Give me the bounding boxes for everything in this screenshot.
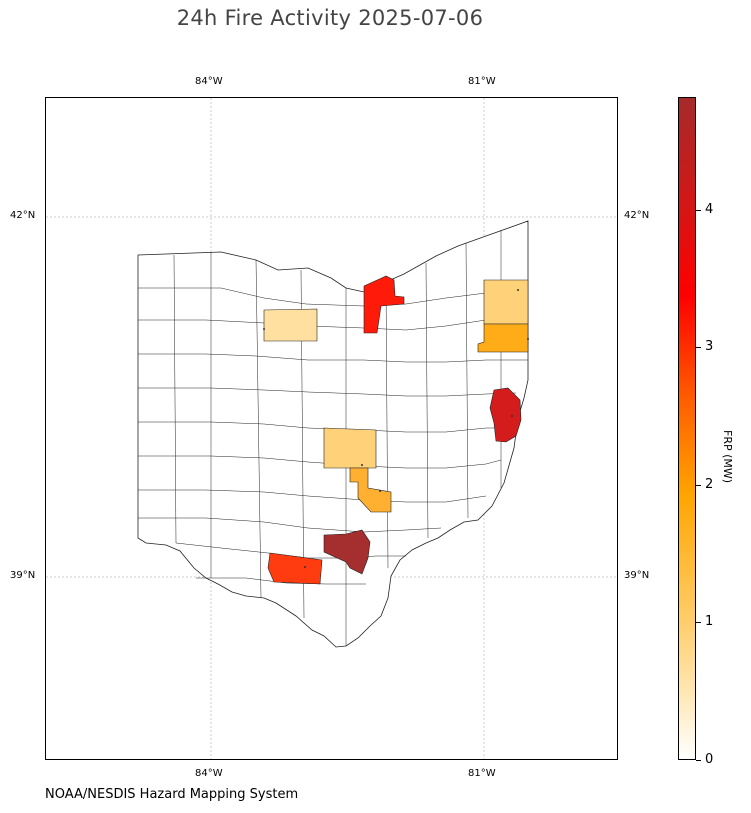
fire-detection-point <box>263 328 265 330</box>
frp-colorbar <box>678 97 696 760</box>
fire-detection-point <box>517 289 519 291</box>
fire-detection-point <box>527 338 529 340</box>
fire-detection-point <box>361 464 363 466</box>
colorbar-label: FRP (MW) <box>721 430 734 484</box>
data-source-credit: NOAA/NESDIS Hazard Mapping System <box>45 787 299 802</box>
county-fire-7 <box>349 467 392 513</box>
colorbar-tick-mark-0 <box>696 760 701 761</box>
lon-label-top-81w: 81°W <box>468 76 496 87</box>
graticule <box>46 98 617 759</box>
county-fire-8 <box>323 529 371 575</box>
colorbar-tick-1: 1 <box>705 614 714 629</box>
map-title: 24h Fire Activity 2025-07-06 <box>176 6 484 30</box>
colorbar-tick-mark-1 <box>696 622 701 623</box>
lon-label-top-84w: 84°W <box>195 76 223 87</box>
colorbar-tick-4: 4 <box>705 202 714 217</box>
lon-label-bottom-81w: 81°W <box>468 768 496 779</box>
lat-label-left-39n: 39°N <box>10 570 36 581</box>
colorbar-tick-mark-4 <box>696 210 701 211</box>
colorbar-tick-mark-2 <box>696 485 701 486</box>
county-fire-2 <box>363 275 405 334</box>
county-fire-5 <box>489 387 522 443</box>
county-fire-4 <box>477 323 529 353</box>
lat-label-right-39n: 39°N <box>624 570 650 581</box>
fire-detection-point <box>304 566 306 568</box>
county-fire-9 <box>267 552 323 585</box>
colorbar-tick-0: 0 <box>705 752 714 767</box>
lat-label-left-42n: 42°N <box>10 210 36 221</box>
colorbar-tick-mark-3 <box>696 347 701 348</box>
county-fire-1 <box>263 308 318 342</box>
map-panel[interactable] <box>45 97 618 760</box>
lon-label-bottom-84w: 84°W <box>195 768 223 779</box>
fire-detection-point <box>379 490 381 492</box>
county-fire-6 <box>323 427 377 469</box>
fire-detection-point <box>511 415 513 417</box>
map-canvas <box>46 98 617 759</box>
lat-label-right-42n: 42°N <box>624 210 650 221</box>
county-fire-3 <box>483 279 529 325</box>
fire-detections <box>263 289 529 568</box>
colorbar-tick-2: 2 <box>705 477 714 492</box>
fire-counties <box>263 275 529 585</box>
colorbar-tick-3: 3 <box>705 339 714 354</box>
